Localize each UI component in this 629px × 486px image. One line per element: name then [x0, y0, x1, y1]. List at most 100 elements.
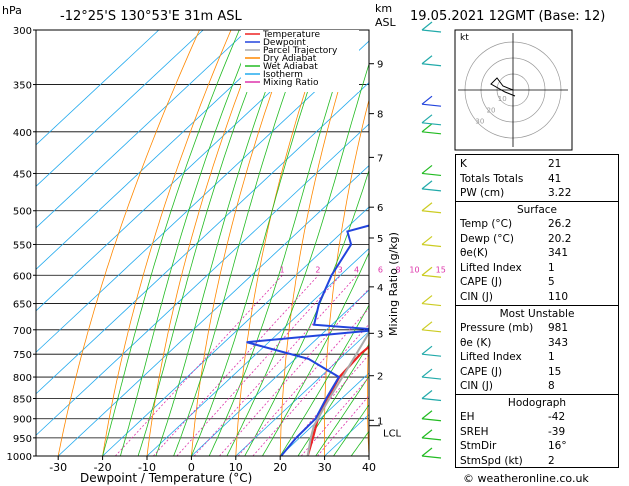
basic-index-label: K	[460, 158, 467, 170]
isotherm	[36, 30, 160, 146]
pressure-tick-label: 950	[13, 434, 32, 445]
wind-barb	[421, 429, 433, 439]
basic-index-label: Totals Totals	[460, 172, 524, 185]
wind-barb-flag	[421, 29, 442, 33]
hodo-index-label: StmSpd (kt)	[460, 454, 523, 467]
mixing-ratio-line	[252, 323, 369, 456]
wind-barb	[421, 447, 433, 457]
hodograph-title: Hodograph	[507, 397, 567, 409]
dry-adiabat	[235, 30, 326, 456]
mixing-ratio-tick-label: 10	[409, 265, 419, 274]
pressure-tick-label: 750	[13, 350, 32, 361]
wind-barb-flag	[421, 63, 442, 67]
mixing-ratio-axis-label: Mixing Ratio (g/kg)	[387, 232, 400, 336]
wind-barb-flag	[421, 103, 442, 107]
unstable-index-label: Pressure (mb)	[460, 322, 534, 334]
hodo-index-value: -39	[548, 425, 566, 438]
mixing-ratio-tick-label: 1	[279, 265, 284, 274]
basic-index-value: 21	[548, 158, 562, 170]
dry-adiabat	[102, 30, 232, 456]
isotherm	[279, 372, 369, 456]
temperature-tick-label: 30	[318, 461, 332, 474]
isotherm	[36, 30, 337, 312]
hodo-index-label: SREH	[460, 425, 489, 438]
hodo-index-label: StmDir	[460, 440, 497, 452]
wet-adiabat	[120, 30, 255, 456]
hodograph-unit-label: kt	[460, 33, 469, 43]
wind-barb	[421, 295, 433, 305]
legend-entry: Wet Adiabat	[263, 62, 318, 72]
temperature-tick-label: -20	[94, 461, 112, 474]
isotherm	[235, 330, 369, 456]
pressure-tick-label: 400	[13, 128, 32, 139]
unstable-index-value: 981	[548, 322, 569, 334]
km-tick-label: 3	[377, 329, 383, 340]
mixing-ratio-line	[176, 275, 341, 456]
wind-barb	[421, 114, 433, 124]
wind-barb	[421, 21, 433, 31]
wind-barb-flag	[421, 418, 442, 422]
profile-lines	[246, 224, 369, 456]
background-lines	[36, 30, 369, 456]
temperature-tick-label: 20	[273, 461, 287, 474]
basic-index-value: 41	[548, 172, 562, 185]
wind-barb-flag	[421, 376, 442, 380]
dry-adiabat	[57, 30, 200, 456]
wind-barb	[421, 95, 433, 105]
wet-adiabat	[208, 30, 353, 456]
wind-barb-flag	[421, 455, 442, 459]
legend-entry: Temperature	[262, 30, 320, 40]
pressure-tick-label: 550	[13, 240, 32, 251]
surface-index-value: 110	[548, 290, 569, 303]
hodo-index-label: EH	[460, 411, 475, 423]
surface-index-label: CAPE (J)	[460, 276, 503, 288]
hodo-index-value: 16°	[548, 440, 567, 452]
surface-index-label: θe(K)	[460, 247, 488, 259]
pressure-tick-label: 450	[13, 169, 32, 180]
pressure-tick-label: 600	[13, 271, 32, 282]
unstable-index-value: 8	[548, 380, 555, 392]
unstable-index-value: 343	[548, 336, 569, 349]
wet-adiabat	[297, 343, 369, 456]
mixing-ratio-line	[300, 376, 369, 456]
km-tick-label: 5	[377, 234, 383, 245]
surface-index-label: CIN (J)	[460, 290, 493, 303]
unstable-index-label: θe (K)	[460, 336, 492, 349]
isotherm	[57, 164, 369, 456]
wind-barb-flag	[421, 243, 442, 248]
wind-barb	[421, 266, 433, 276]
mixing-ratio-line	[237, 307, 369, 456]
wind-barb-flag	[421, 210, 442, 214]
copyright: © weatheronline.co.uk	[463, 472, 589, 485]
unstable-index-label: CAPE (J)	[460, 365, 503, 378]
wind-barb	[421, 123, 433, 133]
hodograph-ring-label: 30	[475, 118, 484, 126]
hodo-index-value: 2	[548, 454, 555, 467]
legend-entry: Isotherm	[263, 70, 303, 80]
mixing-ratio-tick-label: 4	[354, 265, 359, 274]
wind-barb-flag	[421, 172, 442, 177]
surface-index-value: 5	[548, 276, 555, 288]
wind-barb-flag	[421, 329, 442, 333]
wind-barb	[421, 235, 433, 245]
isotherm	[146, 247, 369, 456]
unstable-index-label: Lifted Index	[460, 351, 522, 363]
wind-barb-flag	[421, 131, 442, 135]
wind-barb-flag	[421, 397, 442, 402]
wet-adiabat	[226, 62, 369, 456]
surface-index-value: 26.2	[548, 218, 572, 230]
pressure-tick-label: 500	[13, 207, 32, 218]
unstable-index-label: CIN (J)	[460, 380, 493, 392]
mixing-ratio-tick-label: 6	[378, 265, 383, 274]
mixing-ratio-tick-label: 2	[315, 265, 320, 274]
wind-barb	[421, 164, 433, 174]
mixing-ratio-tick-label: 15	[436, 265, 446, 274]
hodo-index-value: -42	[548, 411, 566, 423]
wind-barbs	[421, 21, 442, 459]
pressure-tick-label: 900	[13, 415, 32, 426]
wind-barb-flag	[421, 188, 442, 192]
mixing-ratio-tick-label: 3	[338, 265, 343, 274]
legend-entry: Mixing Ratio	[263, 78, 319, 88]
